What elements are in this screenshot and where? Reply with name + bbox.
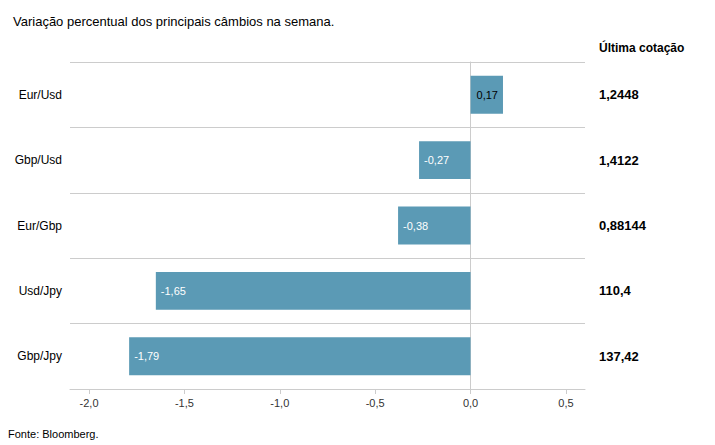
svg-text:0,88144: 0,88144 <box>599 218 647 233</box>
svg-text:Variação percentual dos princi: Variação percentual dos principais câmbi… <box>13 14 334 29</box>
svg-text:-1,79: -1,79 <box>134 350 159 362</box>
svg-text:1,2448: 1,2448 <box>599 87 639 102</box>
svg-text:137,42: 137,42 <box>599 349 639 364</box>
svg-text:Gbp/Usd: Gbp/Usd <box>15 153 62 167</box>
svg-text:Última cotação: Última cotação <box>599 40 684 55</box>
svg-text:0,5: 0,5 <box>558 397 573 409</box>
svg-text:0,17: 0,17 <box>477 89 498 101</box>
svg-text:-1,0: -1,0 <box>270 397 289 409</box>
svg-text:1,4122: 1,4122 <box>599 153 639 168</box>
svg-text:-1,5: -1,5 <box>175 397 194 409</box>
svg-text:-0,38: -0,38 <box>403 220 428 232</box>
svg-text:110,4: 110,4 <box>599 283 632 298</box>
svg-text:Gbp/Jpy: Gbp/Jpy <box>17 349 62 363</box>
svg-text:0,0: 0,0 <box>463 397 478 409</box>
svg-text:-2,0: -2,0 <box>80 397 99 409</box>
svg-text:-1,65: -1,65 <box>161 285 186 297</box>
svg-text:-0,5: -0,5 <box>366 397 385 409</box>
svg-text:-0,27: -0,27 <box>424 154 449 166</box>
svg-text:Fonte: Bloomberg.: Fonte: Bloomberg. <box>8 428 99 440</box>
svg-text:Eur/Gbp: Eur/Gbp <box>17 219 62 233</box>
svg-text:Eur/Usd: Eur/Usd <box>19 88 62 102</box>
svg-text:Usd/Jpy: Usd/Jpy <box>19 284 62 298</box>
